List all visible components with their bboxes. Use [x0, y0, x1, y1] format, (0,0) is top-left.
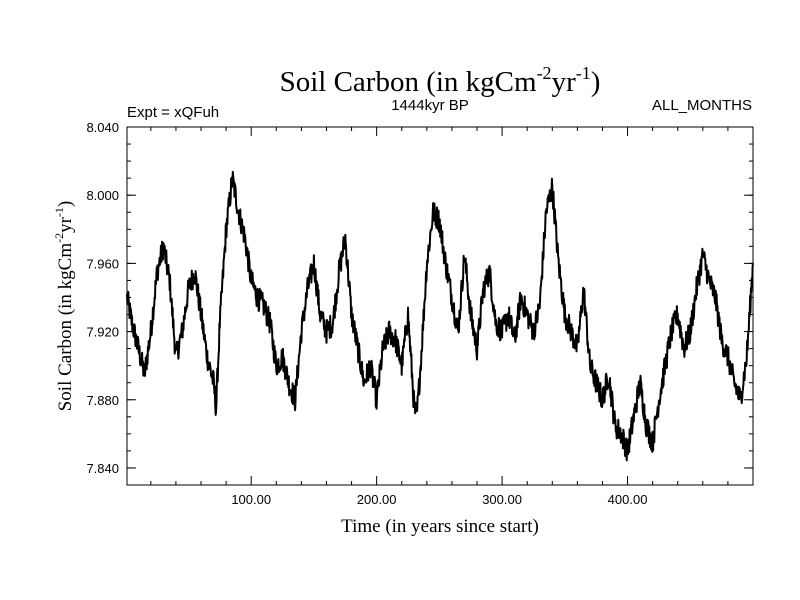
months-label: ALL_MONTHS	[652, 97, 752, 114]
experiment-label: Expt = xQFuh	[127, 104, 219, 121]
y-tick-label: 7.920	[86, 325, 119, 340]
y-tick-label: 7.840	[86, 461, 119, 476]
x-axis-label: Time (in years since start)	[341, 516, 539, 537]
plot-frame	[126, 126, 754, 486]
y-axis-label: Soil Carbon (in kgCm-2yr-1)	[52, 201, 76, 412]
x-tick-label: 300.00	[482, 492, 522, 507]
axis-ticks: 7.840 7.880 7.920 7.960 8.000 8.040 100.00 200.…	[86, 120, 753, 507]
period-label: 1444kyr BP	[391, 97, 469, 114]
x-tick-label: 100.00	[231, 492, 271, 507]
y-tick-label: 7.880	[86, 393, 119, 408]
x-tick-label: 200.00	[357, 492, 397, 507]
y-tick-label: 8.040	[86, 120, 119, 135]
y-tick-label: 7.960	[86, 256, 119, 271]
chart-title: Soil Carbon (in kgCm-2yr-1)	[280, 63, 601, 98]
soil-carbon-line	[126, 170, 754, 462]
x-tick-label: 400.00	[608, 492, 648, 507]
y-tick-label: 8.000	[86, 188, 119, 203]
